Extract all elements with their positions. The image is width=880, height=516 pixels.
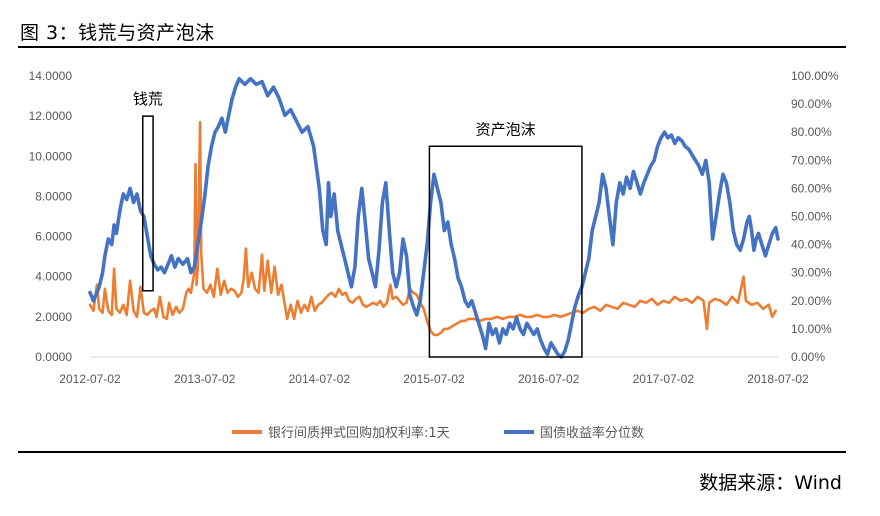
y-right-tick-label: 40.00% — [791, 238, 832, 252]
legend-label-repo: 银行间质押式回购加权利率:1天 — [268, 425, 450, 441]
y-right-tick-label: 30.00% — [791, 266, 832, 280]
y-right-tick-label: 60.00% — [791, 181, 832, 195]
y-left-tick-label: 10.0000 — [29, 149, 73, 163]
y-right-tick-label: 0.00% — [791, 350, 825, 364]
y-left-tick-label: 8.0000 — [35, 189, 72, 203]
y-left-tick-labels: 0.0000 2.0000 4.0000 6.0000 8.0000 10.0000 12.… — [29, 69, 73, 364]
x-tick-label: 2015-07-02 — [403, 372, 465, 386]
annotation-label-1: 资产泡沫 — [476, 120, 536, 138]
annotation-box-0 — [141, 115, 154, 292]
annotation-label-0: 钱荒 — [133, 90, 163, 108]
footer-rule — [18, 451, 846, 453]
y-left-tick-label: 0.0000 — [35, 350, 72, 364]
series-line-repo — [88, 120, 778, 337]
x-tick-label: 2012-07-02 — [59, 372, 121, 386]
legend: 银行间质押式回购加权利率:1天 国债收益率分位数 — [232, 425, 644, 441]
annotation-box-1 — [428, 145, 583, 358]
y-right-tick-label: 80.00% — [791, 125, 832, 139]
x-tick-label: 2017-07-02 — [633, 372, 695, 386]
x-tick-labels: 2012-07-02 2013-07-02 2014-07-02 2015-07-02… — [59, 372, 809, 386]
y-right-tick-label: 90.00% — [791, 97, 832, 111]
y-left-tick-label: 14.0000 — [29, 69, 73, 83]
y-left-tick-label: 12.0000 — [29, 109, 73, 123]
x-tick-label: 2013-07-02 — [174, 372, 236, 386]
series-line-percentile — [88, 77, 780, 359]
x-tick-label: 2018-07-02 — [747, 372, 809, 386]
title-rule — [18, 46, 846, 48]
y-left-tick-label: 2.0000 — [35, 310, 72, 324]
x-tick-label: 2014-07-02 — [289, 372, 351, 386]
y-right-tick-label: 70.00% — [791, 153, 832, 167]
figure-title: 图 3：钱荒与资产泡沫 — [20, 22, 215, 44]
legend-label-percentile: 国债收益率分位数 — [540, 425, 644, 441]
series-lines — [88, 77, 780, 359]
y-right-tick-label: 100.00% — [791, 69, 839, 83]
chart: 0.0000 2.0000 4.0000 6.0000 8.0000 10.0000 12.… — [29, 69, 839, 441]
y-right-tick-label: 50.00% — [791, 210, 832, 224]
y-left-tick-label: 6.0000 — [35, 230, 72, 244]
x-tick-label: 2016-07-02 — [518, 372, 580, 386]
y-left-tick-label: 4.0000 — [35, 270, 72, 284]
y-right-tick-labels: 0.00% 10.00% 20.00% 30.00% 40.00% 50.00% 60.00… — [791, 69, 839, 364]
y-right-tick-label: 20.00% — [791, 294, 832, 308]
y-right-tick-label: 10.00% — [791, 322, 832, 336]
source-note: 数据来源：Wind — [699, 472, 842, 494]
